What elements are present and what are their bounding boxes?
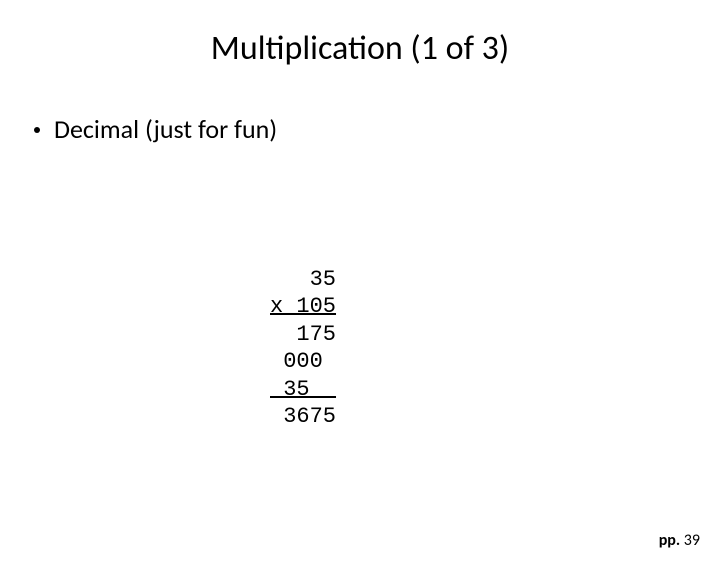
page-title: Multiplication (1 of 3): [0, 28, 720, 69]
math-line-2: x 105: [270, 294, 336, 319]
bullet-item: Decimal (just for fun): [34, 113, 720, 145]
footer-page-number: 39: [684, 531, 700, 550]
multiplication-work: 35 x 105 175 000 35 3675: [270, 238, 336, 431]
math-line-6: 3675: [270, 404, 336, 429]
math-line-5: 35: [270, 377, 336, 402]
math-line-1: 35: [270, 267, 336, 292]
footer-label: pp.: [659, 531, 680, 550]
bullet-text: Decimal (just for fun): [54, 113, 277, 145]
bullet-dot-icon: [34, 127, 40, 133]
page-footer: pp. 39: [659, 531, 700, 550]
math-line-3: 175: [270, 322, 336, 347]
math-line-4: 000: [270, 349, 323, 374]
